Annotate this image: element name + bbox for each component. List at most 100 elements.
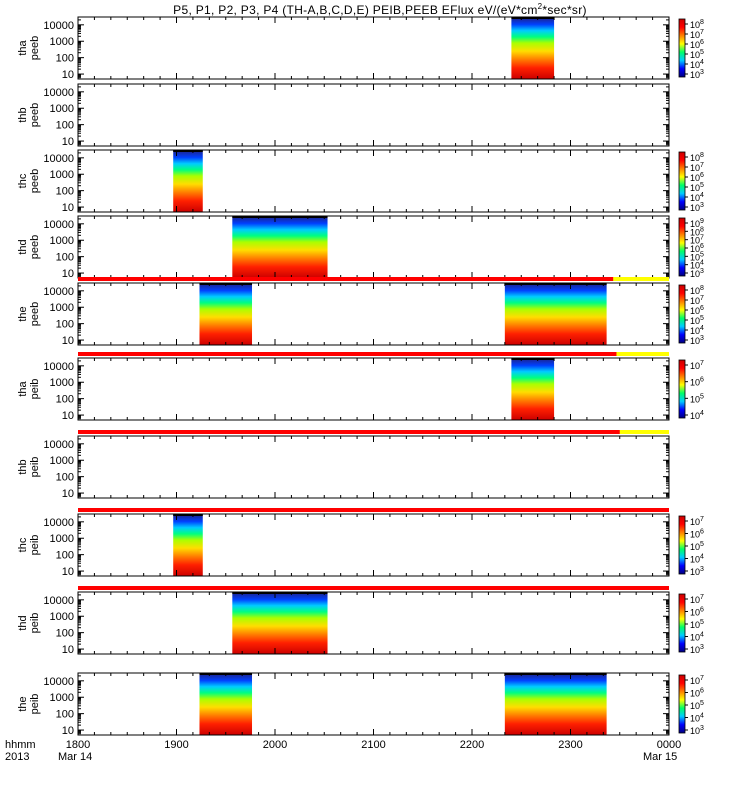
y-tick-label: 10 [62, 566, 74, 578]
y-tick-label: 100 [56, 186, 74, 198]
colorbar-label-base: 10 [690, 645, 700, 655]
colorbar-label-exponent: 7 [700, 516, 704, 523]
y-tick-label: 1000 [50, 36, 74, 48]
colorbar-label-base: 10 [690, 608, 700, 618]
y-tick-label: 100 [56, 472, 74, 484]
colorbar-label-base: 10 [690, 261, 700, 271]
colorbar-label-base: 10 [690, 183, 700, 193]
y-tick-label: 10 [62, 488, 74, 500]
colorbar-label: 107 [690, 235, 704, 246]
colorbar-label-exponent: 3 [700, 566, 704, 573]
colorbar-label: 105 [690, 251, 704, 262]
colorbar-label-exponent: 6 [700, 607, 704, 614]
spectrogram-block [173, 150, 203, 212]
title-superscript: 2 [537, 2, 543, 11]
colorbar-label-exponent: 9 [700, 218, 704, 225]
y-tick-label: 100 [56, 53, 74, 65]
colorbar-label-exponent: 8 [700, 19, 704, 26]
colorbar-label: 103 [690, 566, 704, 577]
colorbar-label-exponent: 6 [700, 305, 704, 312]
panel-frame [77, 83, 670, 147]
y-tick-label: 100 [56, 628, 74, 640]
colorbar-label-base: 10 [690, 244, 700, 254]
spectrogram-block-cap [504, 673, 607, 675]
colorbar-label: 105 [690, 541, 704, 552]
y-tick-label: 10 [62, 644, 74, 656]
panel-frame [77, 513, 670, 577]
colorbar-label-base: 10 [690, 286, 700, 296]
colorbar-label: 103 [690, 725, 704, 736]
colorbar-label-exponent: 4 [700, 632, 704, 639]
colorbar-label: 108 [690, 226, 704, 237]
panel-label: thcpeib [17, 535, 41, 556]
panel-label-probe: tha [17, 39, 29, 55]
colorbar-label: 105 [690, 49, 704, 60]
x-tick-label: 2000 [263, 739, 287, 751]
panel-label-probe: tha [17, 380, 29, 396]
colorbar-label-base: 10 [690, 411, 700, 421]
panel-frame [77, 435, 670, 499]
panel-label-probe: thb [17, 107, 29, 122]
colorbar-label-base: 10 [690, 620, 700, 630]
colorbar-label-base: 10 [690, 227, 700, 237]
panel-label-product: peeb [29, 169, 41, 193]
spectrogram-block-cap [504, 283, 607, 285]
panel-label-product: peib [29, 379, 41, 400]
colorbar-label-exponent: 4 [700, 59, 704, 66]
y-tick-label: 100 [56, 709, 74, 721]
colorbar-label: 106 [690, 688, 704, 699]
colorbar-label: 103 [690, 268, 704, 279]
panel-thd-peeb: 10100100010000thdpeeb1091081071061051041… [17, 215, 704, 280]
panel-frame [77, 591, 670, 655]
colorbar-label-base: 10 [690, 555, 700, 565]
y-tick-label: 10 [62, 725, 74, 737]
colorbar [678, 674, 686, 734]
colorbar-label-exponent: 8 [700, 152, 704, 159]
y-tick-label: 100 [56, 550, 74, 562]
colorbar-label-base: 10 [690, 676, 700, 686]
colorbar-label: 109 [690, 218, 704, 229]
panel-label-product: peeb [29, 302, 41, 326]
colorbar-label: 103 [690, 202, 704, 213]
title-tail: *sec*sr) [542, 3, 587, 17]
colorbar-label: 106 [690, 607, 704, 618]
y-tick-label: 10000 [43, 153, 74, 165]
colorbar-label: 108 [690, 19, 704, 30]
colorbar-label-exponent: 5 [700, 251, 704, 258]
spectrogram-block [504, 283, 607, 345]
colorbar-label-base: 10 [690, 193, 700, 203]
colorbar-label-exponent: 8 [700, 226, 704, 233]
panel-label-probe: thc [17, 173, 29, 188]
colorbar-label: 105 [690, 393, 704, 404]
colorbar-label-exponent: 6 [700, 529, 704, 536]
title-main: P5, P1, P2, P3, P4 (TH-A,B,C,D,E) PEIB,P… [173, 3, 538, 17]
colorbar-label-base: 10 [690, 336, 700, 346]
y-tick-label: 100 [56, 120, 74, 132]
colorbar-label-base: 10 [690, 394, 700, 404]
y-tick-label: 10000 [43, 286, 74, 298]
y-tick-label: 10 [62, 410, 74, 422]
colorbar-label-base: 10 [690, 378, 700, 388]
y-tick-label: 1000 [50, 692, 74, 704]
colorbar-label-base: 10 [690, 60, 700, 70]
colorbar-label-base: 10 [690, 269, 700, 279]
colorbar-label-exponent: 7 [700, 29, 704, 36]
x-tick-label: 1900 [164, 739, 188, 751]
colorbar [678, 151, 686, 211]
colorbar-label: 106 [690, 377, 704, 388]
colorbar-label: 103 [690, 69, 704, 80]
y-tick-label: 100 [56, 394, 74, 406]
colorbar-label: 103 [690, 335, 704, 346]
spectrogram-block [511, 358, 555, 420]
y-tick-label: 10000 [43, 20, 74, 32]
y-tick-label: 10 [62, 69, 74, 81]
panel-label: thepeib [17, 694, 41, 715]
panel-label: thapeeb [17, 36, 41, 60]
colorbar-label: 105 [690, 700, 704, 711]
spectrogram-block-cap [173, 514, 203, 516]
